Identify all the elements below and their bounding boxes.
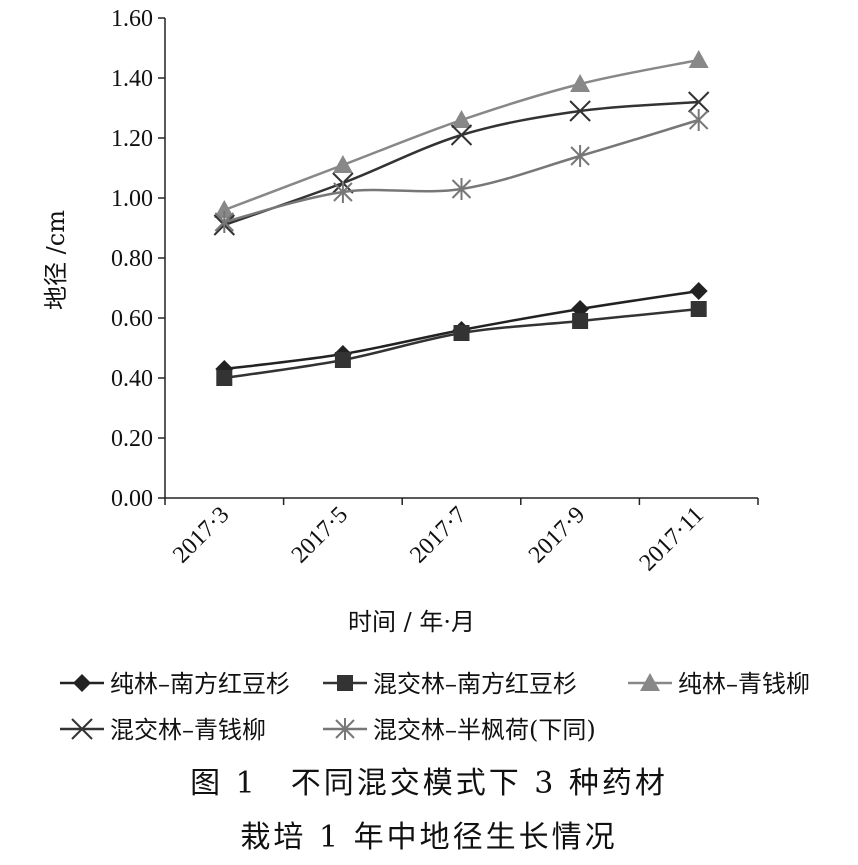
data-point	[453, 325, 470, 341]
data-point	[216, 370, 233, 386]
y-tick-label: 0.20	[111, 426, 153, 452]
y-tick-label: 0.60	[111, 306, 153, 332]
data-point	[690, 301, 707, 317]
x-axis: 2017·3 2017·5 2017·7 2017·9 2017·11 时间 / 年·月	[164, 497, 759, 636]
data-point	[570, 145, 590, 167]
series-3	[214, 50, 709, 218]
y-axis: 0.00 0.20 0.40 0.60 0.80 1.00 1.20 1.40 1.60 地径 /…	[42, 6, 166, 512]
series-2	[216, 301, 707, 386]
figure-caption-line2: 栽培 1 年中地径生长情况	[240, 820, 618, 855]
legend-label: 纯林–青钱柳	[678, 670, 810, 698]
series-group	[213, 50, 710, 386]
data-point	[688, 50, 709, 68]
legend-marker	[71, 718, 93, 740]
data-point	[570, 74, 591, 92]
legend-marker	[640, 673, 660, 691]
figure-caption-line1: 图 1 不同混交模式下 3 种药材	[190, 766, 668, 801]
data-point	[451, 178, 472, 200]
y-tick-label: 1.00	[111, 186, 153, 212]
data-point	[214, 200, 235, 218]
marker-stroke	[71, 718, 93, 740]
line-chart: 0.00 0.20 0.40 0.60 0.80 1.00 1.20 1.40 1.60 地径 /…	[42, 6, 810, 744]
data-point	[688, 109, 709, 131]
legend-item-3: 纯林–青钱柳	[628, 670, 810, 698]
marker-stroke	[450, 124, 473, 146]
data-point	[334, 352, 351, 368]
legend-label: 混交林–半枫荷(下同)	[373, 716, 596, 744]
data-point	[450, 124, 473, 146]
legend-marker	[335, 718, 355, 740]
data-point	[689, 282, 708, 300]
y-tick-label: 1.60	[111, 6, 153, 32]
x-tick-label: 2017·7	[405, 502, 471, 568]
marker-stroke	[687, 91, 710, 113]
x-axis-title: 时间 / 年·月	[348, 608, 475, 636]
data-point	[687, 91, 710, 113]
data-point	[333, 181, 353, 203]
y-tick-label: 0.00	[111, 486, 153, 512]
legend-item-2: 混交林–南方红豆杉	[323, 670, 577, 698]
x-tick-label: 2017·5	[287, 502, 353, 568]
data-point	[332, 155, 353, 173]
y-tick-label: 1.20	[111, 126, 153, 152]
marker-stroke	[569, 100, 591, 122]
x-tick-label: 2017·9	[524, 502, 590, 568]
y-axis-title: 地径 /cm	[42, 210, 70, 310]
x-tick-label: 2017·3	[168, 502, 234, 568]
y-tick-label: 1.40	[111, 66, 153, 92]
legend-item-1: 纯林–南方红豆杉	[60, 670, 290, 698]
legend-marker	[337, 675, 353, 691]
y-tick-label: 0.80	[111, 246, 153, 272]
series-5	[214, 109, 709, 233]
data-point	[572, 313, 589, 329]
series-4	[213, 91, 710, 236]
legend-item-4: 混交林–青钱柳	[60, 716, 266, 744]
data-point	[451, 110, 472, 128]
series-line	[224, 307, 699, 380]
data-point	[214, 211, 235, 233]
legend-item-5: 混交林–半枫荷(下同)	[323, 716, 596, 744]
y-tick-label: 0.40	[111, 366, 153, 392]
legend-label: 纯林–南方红豆杉	[110, 670, 290, 698]
legend-marker	[73, 674, 91, 692]
legend-label: 混交林–南方红豆杉	[373, 670, 577, 698]
legend-label: 混交林–青钱柳	[110, 716, 266, 744]
data-point	[569, 100, 591, 122]
x-tick-label: 2017·11	[635, 502, 709, 576]
